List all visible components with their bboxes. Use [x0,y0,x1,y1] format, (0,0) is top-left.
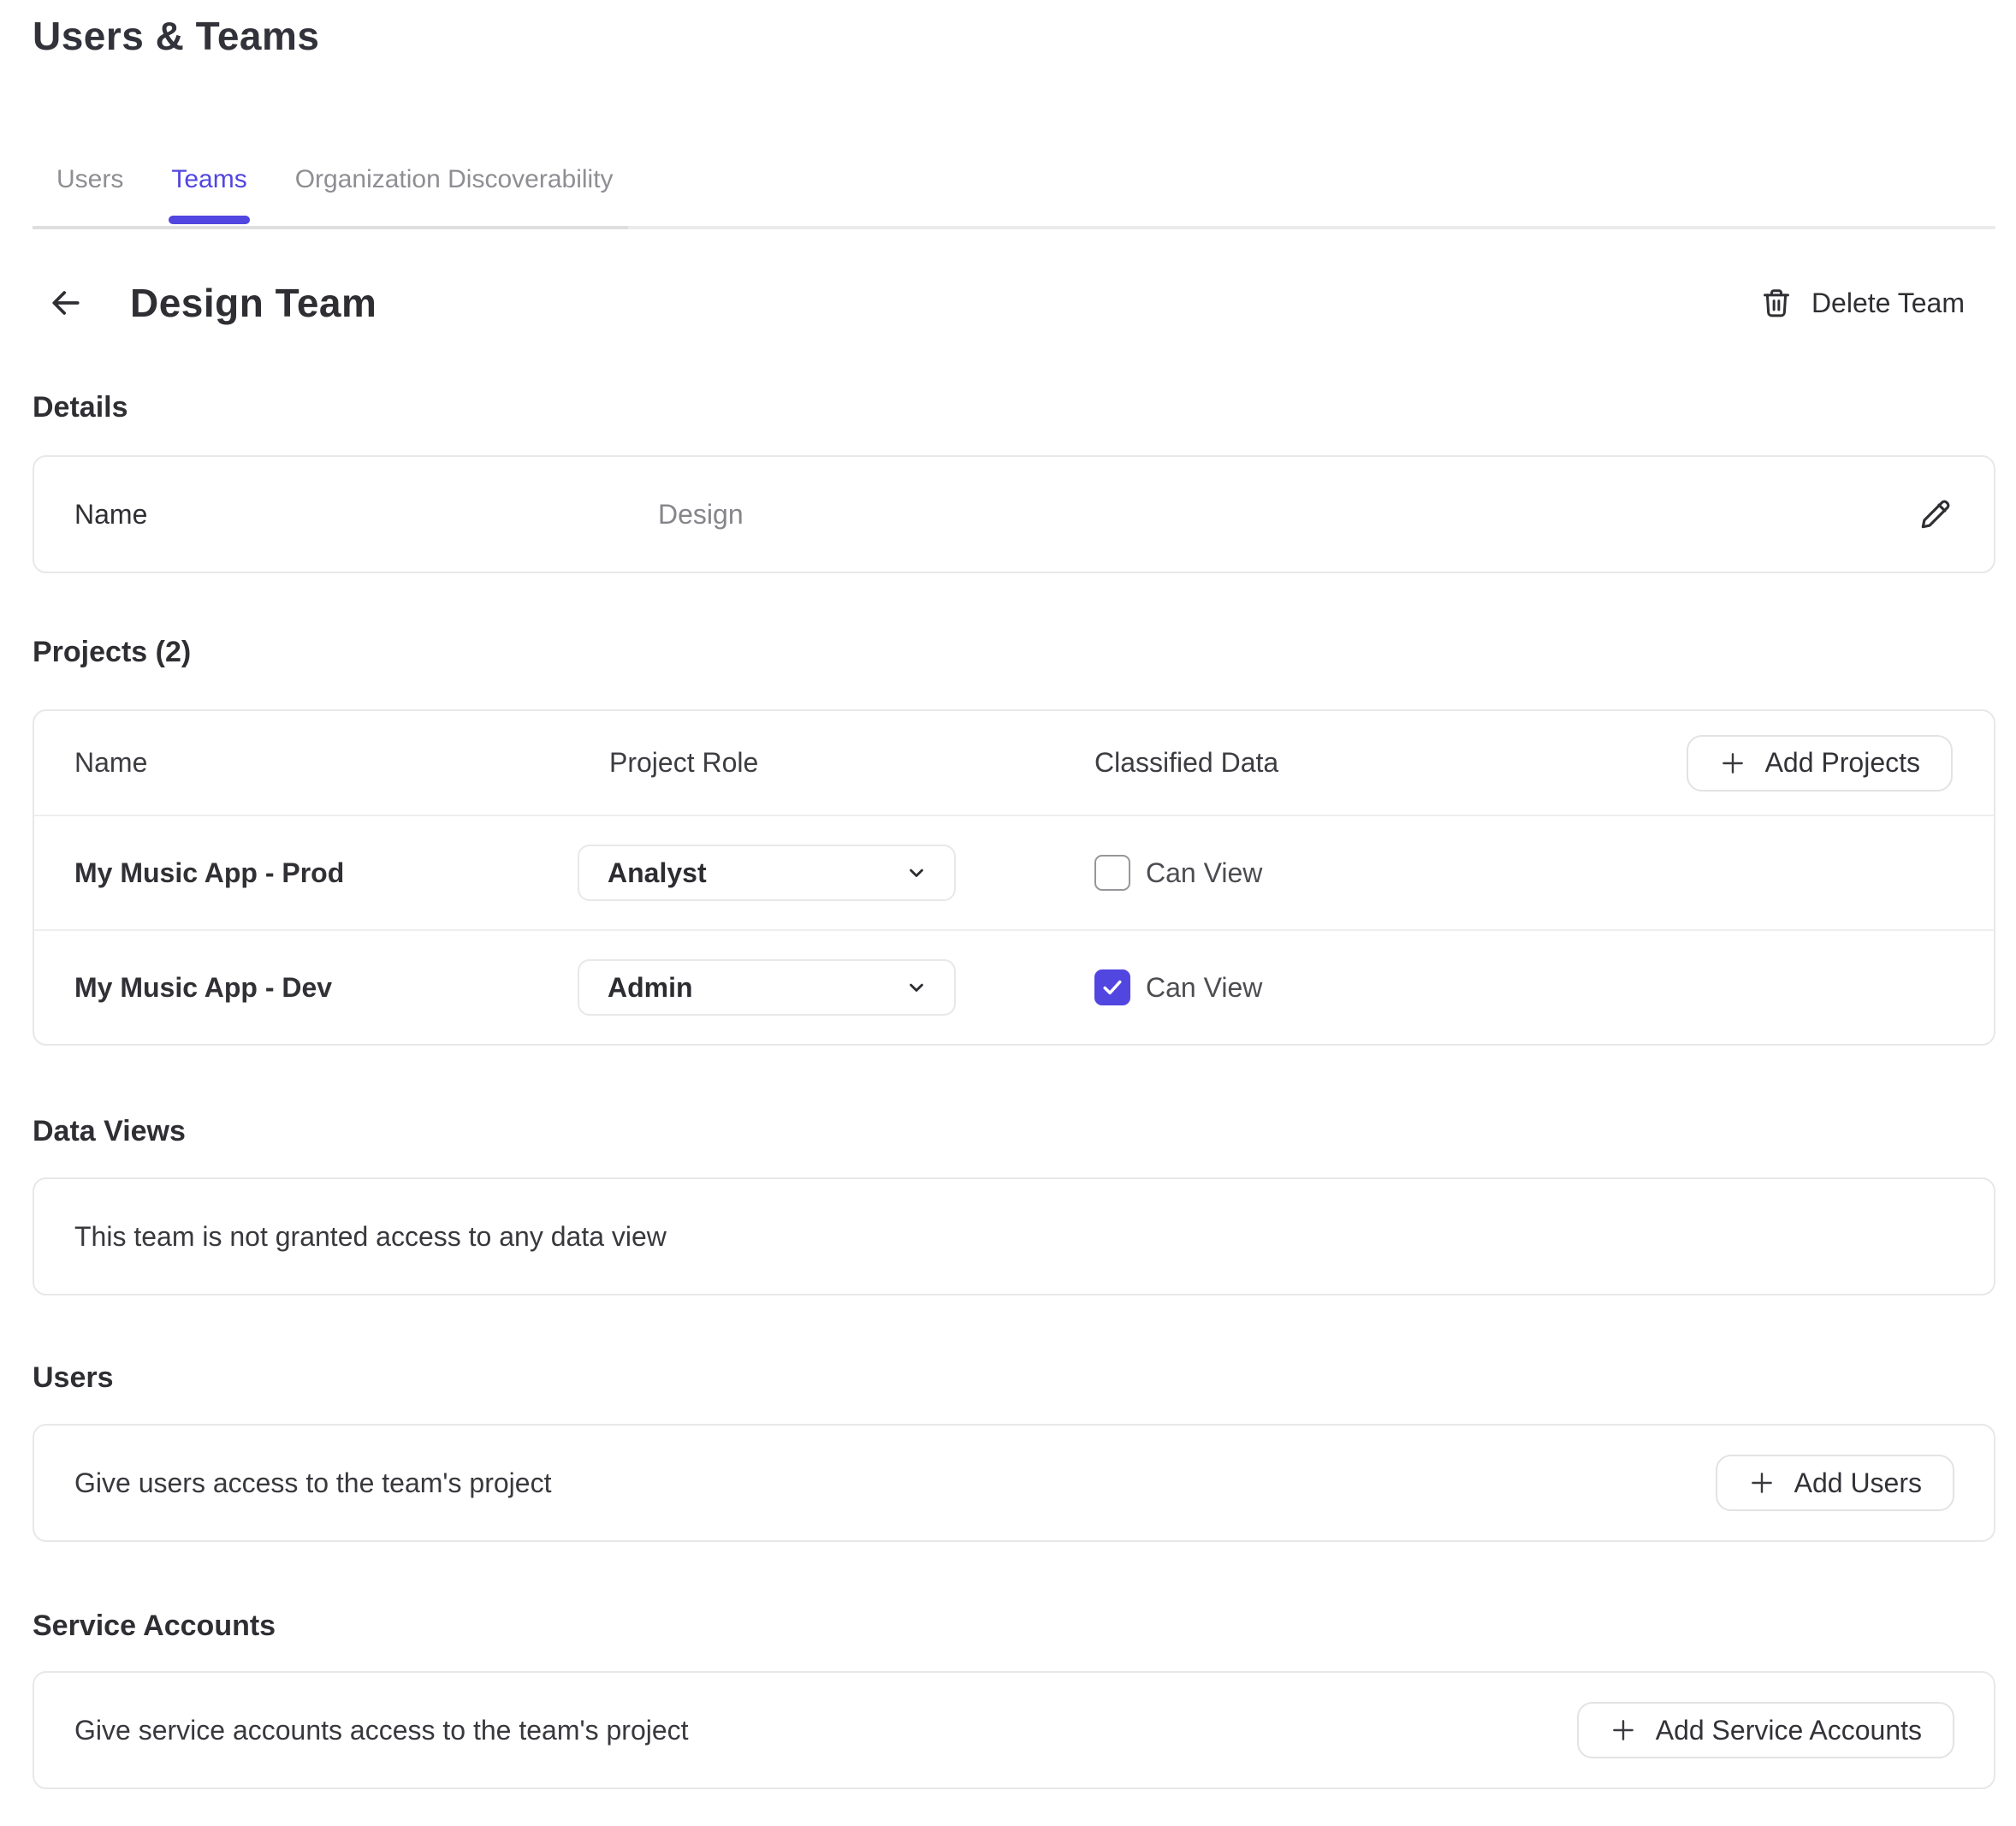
project-name: My Music App - Prod [74,857,345,888]
checkmark-icon [1103,980,1122,995]
can-view-checkbox[interactable] [1094,855,1130,891]
chevron-down-icon [910,869,923,877]
details-heading: Details [33,391,128,424]
tab-users[interactable]: Users [56,165,124,193]
service-accounts-heading: Service Accounts [33,1610,276,1642]
data-views-card: This team is not granted access to any d… [33,1177,1995,1295]
pencil-icon [1921,500,1950,529]
project-row: My Music App - Dev Admin Can View [34,929,1994,1044]
checkmark-icon [1103,865,1122,880]
project-role-value: Analyst [608,857,707,888]
tab-teams[interactable]: Teams [169,163,251,224]
team-title: Design Team [130,281,377,325]
page-title: Users & Teams [33,14,320,58]
plus-icon [1751,1473,1772,1493]
delete-team-button[interactable]: Delete Team [1760,287,1965,319]
data-views-empty-text: This team is not granted access to any d… [74,1220,667,1252]
team-header: Design Team Delete Team [33,277,1995,329]
users-card: Give users access to the team's project … [33,1424,1995,1542]
project-role-select[interactable]: Admin [578,959,956,1016]
chevron-down-icon [910,983,923,992]
trash-icon [1763,289,1789,317]
add-projects-button[interactable]: Add Projects [1686,734,1953,791]
projects-heading: Projects (2) [33,636,192,668]
column-header-classified-data: Classified Data [1094,747,1279,778]
can-view-label: Can View [1146,971,1263,1003]
name-value: Design [658,498,744,530]
tab-organization-discoverability[interactable]: Organization Discoverability [294,165,614,193]
users-heading: Users [33,1361,114,1394]
data-views-heading: Data Views [33,1115,186,1147]
plus-icon [1612,1720,1634,1740]
edit-name-button[interactable] [1915,494,1956,535]
plus-icon [1722,752,1743,774]
column-header-name: Name [74,747,148,778]
project-row: My Music App - Prod Analyst Can View [34,815,1994,929]
back-button[interactable] [46,283,86,323]
projects-table-header: Name Project Role Classified Data Add Pr… [34,711,1994,815]
add-projects-label: Add Projects [1764,747,1920,778]
add-users-button[interactable]: Add Users [1715,1455,1954,1511]
column-header-project-role: Project Role [609,747,759,778]
delete-team-label: Delete Team [1811,287,1965,318]
add-service-accounts-button[interactable]: Add Service Accounts [1576,1702,1954,1758]
add-users-label: Add Users [1794,1467,1922,1498]
name-label: Name [74,498,148,530]
tab-bar: Users Teams Organization Discoverability [33,163,1995,229]
project-name: My Music App - Dev [74,971,333,1003]
arrow-left-icon [52,291,80,315]
add-service-accounts-label: Add Service Accounts [1655,1714,1922,1746]
can-view-checkbox[interactable] [1094,969,1130,1005]
project-role-value: Admin [608,971,693,1003]
users-empty-text: Give users access to the team's project [74,1467,552,1498]
projects-table: Name Project Role Classified Data Add Pr… [33,709,1995,1046]
service-accounts-card: Give service accounts access to the team… [33,1671,1995,1789]
project-role-select[interactable]: Analyst [578,845,956,901]
details-card: Name Design [33,455,1995,573]
can-view-label: Can View [1146,857,1263,888]
service-accounts-empty-text: Give service accounts access to the team… [74,1714,689,1746]
